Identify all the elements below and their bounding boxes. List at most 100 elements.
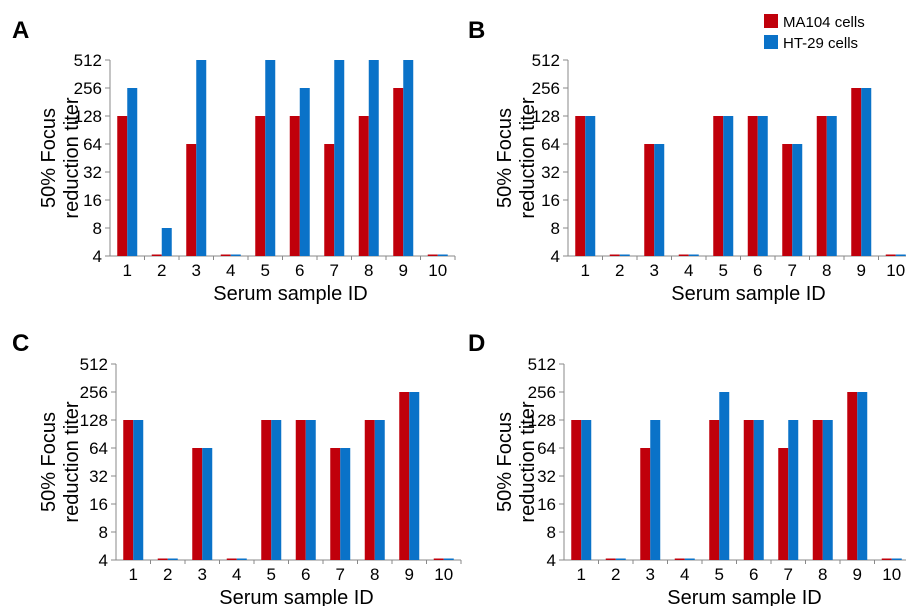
bar-ht29-sample-4 [684,558,695,560]
bar-ht29-sample-9 [403,60,414,256]
y-tick-label: 128 [528,411,556,430]
x-axis-label: Serum sample ID [219,587,374,606]
y-axis-label-line-2: reduction titer [517,401,539,523]
bar-ht29-sample-3 [650,420,661,560]
bar-ma104-sample-1 [571,420,582,560]
bar-ma104-sample-5 [261,420,272,560]
legend-label-ht29: HT-29 cells [783,35,858,52]
bar-ma104-sample-2 [157,558,168,560]
x-tick-label: 4 [226,261,235,280]
bar-ht29-sample-10 [443,558,454,560]
x-tick-label: 5 [715,565,724,584]
legend: MA104 cells HT-29 cells [764,14,865,52]
x-tick-label: 7 [788,261,797,280]
y-axis-label-line-2: reduction titer [61,97,83,219]
panel-letter: A [12,17,29,44]
bar-ma104-sample-9 [851,88,862,256]
x-tick-label: 9 [857,261,866,280]
legend-label-ma104: MA104 cells [783,14,865,31]
legend-swatch-ht29 [764,35,778,49]
y-tick-label: 256 [80,383,108,402]
x-tick-label: 3 [192,261,201,280]
bar-ht29-sample-5 [719,392,730,560]
x-tick-label: 1 [581,261,590,280]
y-tick-label: 64 [537,439,556,458]
bar-ht29-sample-4 [230,254,241,256]
bar-ht29-sample-8 [374,420,385,560]
bar-ht29-sample-6 [753,420,764,560]
bar-ma104-sample-6 [747,116,758,256]
x-tick-label: 3 [650,261,659,280]
panel-d: D 4 8 16 32 64 128 256 512 1 2 3 4 5 6 7 8 9 10 Serum sampl… [468,330,906,606]
panel-b: B 4 8 16 32 64 128 256 512 1 2 3 4 5 6 7 8 9 10 Serum sampl… [468,17,906,305]
bar-ma104-sample-8 [812,420,823,560]
bar-ht29-sample-3 [654,144,665,256]
bar-ma104-sample-1 [117,116,128,256]
y-tick-label: 32 [537,467,556,486]
bar-ma104-sample-4 [678,254,689,256]
bar-ma104-sample-10 [427,254,438,256]
x-tick-label: 10 [882,565,901,584]
y-tick-label: 512 [528,355,556,374]
x-tick-label: 1 [129,565,138,584]
y-axis-label-line-2: reduction titer [517,97,539,219]
legend-swatch-ma104 [764,14,778,28]
y-tick-label: 4 [99,551,108,570]
bar-ma104-sample-7 [324,144,335,256]
x-tick-label: 9 [853,565,862,584]
x-axis-label: Serum sample ID [667,587,822,606]
bar-ma104-sample-10 [881,558,892,560]
x-tick-label: 2 [615,261,624,280]
bar-ht29-sample-5 [265,60,276,256]
bar-ht29-sample-6 [757,116,768,256]
x-tick-label: 1 [123,261,132,280]
x-tick-label: 6 [301,565,310,584]
panel-letter: B [468,17,485,44]
bar-ma104-sample-5 [255,116,266,256]
bar-ht29-sample-3 [196,60,207,256]
y-tick-label: 512 [532,51,560,70]
y-tick-label: 256 [528,383,556,402]
y-axis-label-line-1: 50% Focus [38,108,60,208]
bar-ht29-sample-8 [368,60,379,256]
y-tick-label: 128 [74,107,102,126]
panel-c: C 4 8 16 32 64 128 256 512 1 2 3 4 5 6 7 8 9 10 Serum sampl… [12,330,462,606]
bar-ma104-sample-8 [364,420,375,560]
x-tick-label: 8 [364,261,373,280]
x-axis-label: Serum sample ID [671,283,826,305]
bar-ht29-sample-8 [822,420,833,560]
x-tick-label: 5 [719,261,728,280]
x-tick-label: 3 [198,565,207,584]
x-tick-label: 6 [749,565,758,584]
x-tick-label: 5 [267,565,276,584]
y-axis-label-line-1: 50% Focus [38,412,60,512]
bar-ht29-sample-2 [167,558,178,560]
y-tick-label: 128 [532,107,560,126]
y-tick-label: 32 [89,467,108,486]
y-tick-label: 64 [83,135,102,154]
bar-ht29-sample-7 [788,420,799,560]
bar-ma104-sample-10 [885,254,896,256]
y-tick-label: 32 [83,163,102,182]
x-tick-label: 9 [399,261,408,280]
bar-ma104-sample-8 [816,116,827,256]
x-tick-label: 4 [232,565,241,584]
x-tick-label: 7 [336,565,345,584]
x-tick-label: 2 [157,261,166,280]
bar-ht29-sample-2 [619,254,630,256]
x-tick-label: 2 [611,565,620,584]
bar-ht29-sample-5 [723,116,734,256]
bar-ma104-sample-7 [782,144,793,256]
bar-ma104-sample-6 [289,116,300,256]
bar-ht29-sample-7 [340,448,351,560]
bar-ma104-sample-9 [399,392,410,560]
y-axis-label-line-1: 50% Focus [494,108,516,208]
bar-ma104-sample-9 [847,392,858,560]
y-axis-label: 50% Focusreduction titer [38,97,83,219]
bar-ht29-sample-4 [236,558,247,560]
y-tick-label: 128 [80,411,108,430]
y-tick-label: 256 [532,79,560,98]
x-tick-label: 1 [577,565,586,584]
x-tick-label: 8 [818,565,827,584]
